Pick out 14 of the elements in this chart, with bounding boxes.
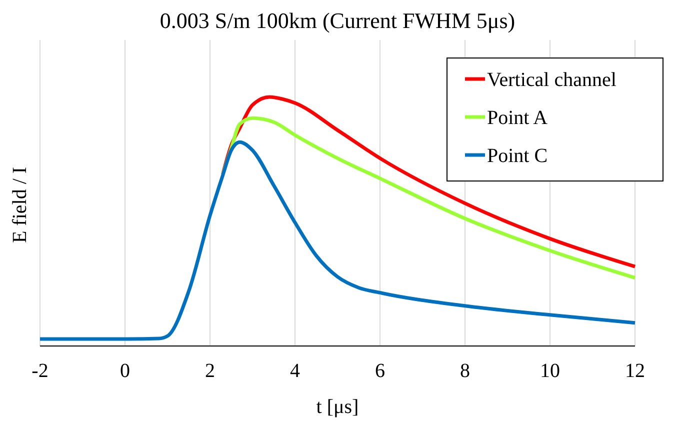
x-tick-label: 2 bbox=[205, 360, 215, 382]
x-tick-label: 12 bbox=[625, 360, 645, 382]
y-axis-title: E field / I bbox=[9, 166, 31, 244]
legend-label: Vertical channel bbox=[487, 69, 617, 91]
x-tick-label: 6 bbox=[375, 360, 385, 382]
x-tick-label: -2 bbox=[32, 360, 48, 382]
x-tick-label: 0 bbox=[120, 360, 130, 382]
chart-title: 0.003 S/m 100km (Current FWHM 5μs) bbox=[160, 8, 516, 33]
legend-label: Point A bbox=[487, 107, 548, 129]
x-tick-label: 8 bbox=[460, 360, 470, 382]
x-tick-label: 4 bbox=[290, 360, 300, 382]
legend-label: Point C bbox=[487, 145, 548, 167]
x-tick-label: 10 bbox=[540, 360, 560, 382]
x-axis-title: t [μs] bbox=[316, 396, 359, 418]
